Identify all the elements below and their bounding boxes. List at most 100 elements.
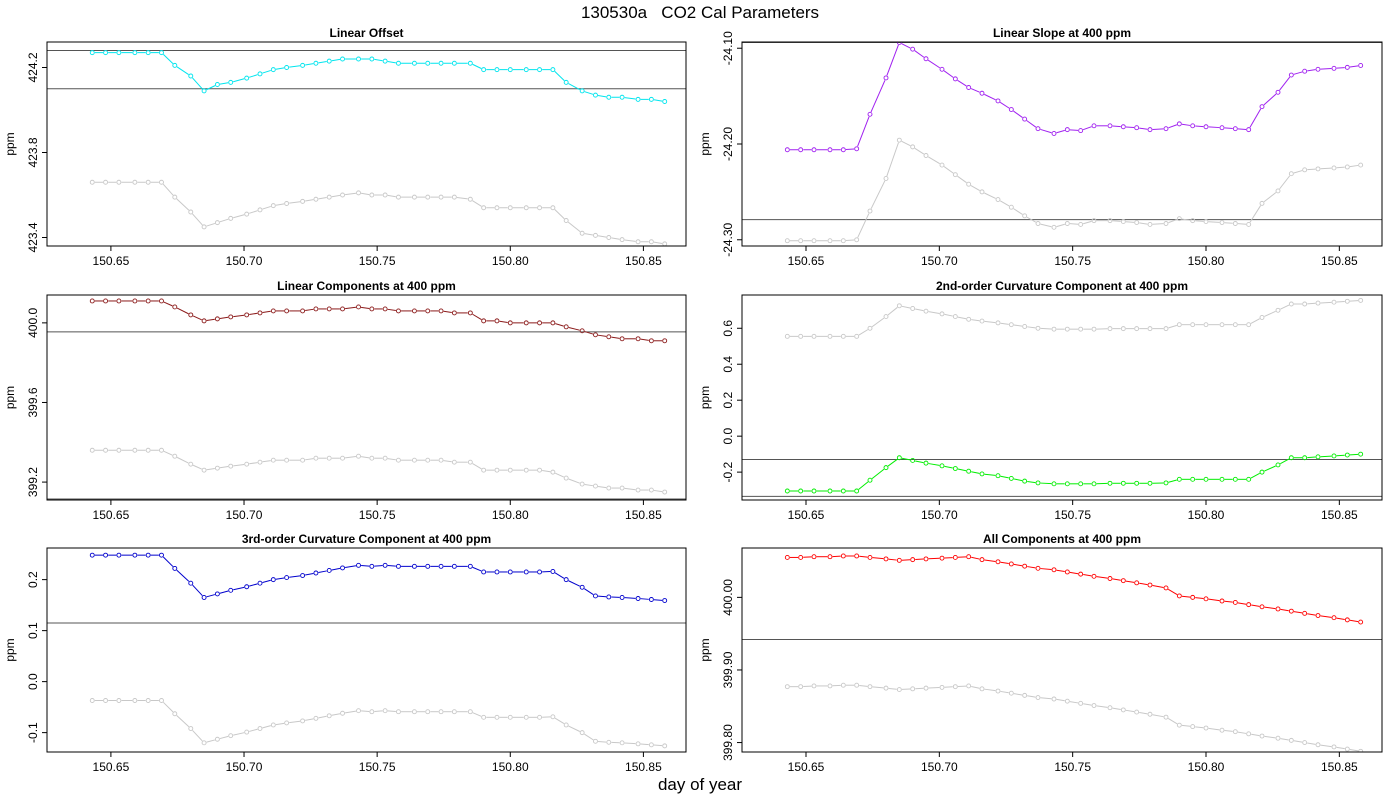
data-point [340,565,345,571]
series-segment [653,241,663,244]
series-segment [554,572,565,579]
series-segment [1069,223,1079,225]
data-point [1190,476,1196,482]
data-point [1259,604,1265,610]
data-point [1315,300,1321,306]
series-segment [1195,220,1204,222]
data-point [438,308,444,314]
series-segment [1264,310,1276,317]
series-segment [1293,170,1303,174]
data-point [896,137,902,143]
data-point [132,50,138,56]
data-point [966,468,972,474]
data-point [995,320,1001,326]
data-point [1035,221,1041,226]
data-point [1078,481,1084,487]
series-segment [845,239,855,242]
data-point [244,584,250,590]
y-tick-label: -24.20 [721,127,735,161]
data-point [1246,322,1252,328]
data-point [201,595,207,600]
data-point [910,686,916,692]
series-segment [345,456,356,459]
data-point [896,687,902,693]
series-segment [1264,606,1276,610]
data-point [606,594,612,600]
data-point [840,333,846,339]
series-segment [1112,220,1121,222]
y-tick-label: 423.8 [26,137,40,167]
data-point [1246,602,1252,608]
series-segment [640,743,649,746]
data-point [356,190,361,196]
data-point [939,555,945,561]
data-point [1331,65,1337,71]
series-segment [163,301,173,307]
series-segment [1263,93,1277,106]
data-point [1232,221,1238,226]
data-point [1134,709,1140,715]
data-point [1259,469,1265,475]
data-point [313,60,319,66]
data-point [340,455,345,461]
series-segment [886,142,899,177]
data-point [467,709,473,715]
data-point [1134,125,1140,131]
data-point [1315,66,1321,72]
data-point [467,60,473,66]
series-segment [249,728,258,732]
series-segment [1293,71,1303,75]
data-point [979,686,985,692]
series-segment [176,307,189,315]
data-point [1288,608,1294,614]
series-segment [611,237,620,240]
data-point [979,471,985,477]
series-segment [472,463,482,470]
data-point [1203,219,1209,225]
data-point [228,314,234,320]
series-segment [318,197,327,200]
data-point [1259,315,1265,320]
data-point [1163,480,1169,486]
series-segment [1056,223,1065,228]
data-point [132,179,138,185]
chart-panel-6: All Components at 400 ppm 150.65 150.70 150… [698,532,1383,774]
series-segment [1237,128,1247,130]
data-point [619,237,625,243]
data-point [172,711,178,717]
series-segment [1307,456,1316,459]
series-segment [887,458,898,467]
data-point [326,306,332,312]
series-segment [1069,571,1079,575]
data-point [1147,582,1153,588]
series-segment [499,320,508,323]
data-point [550,569,556,574]
series-segment [1040,697,1052,700]
data-point [438,709,444,715]
series-segment [262,310,271,314]
series-segment [624,742,636,745]
series-segment [1336,67,1345,69]
x-tick-label: 150.75 [1054,760,1091,774]
data-point [89,698,95,703]
data-point [270,308,276,314]
series-segment [331,713,341,716]
data-point [1147,127,1153,133]
data-point [270,457,276,463]
data-point [1302,740,1308,746]
series-segment [915,308,924,312]
data-point [507,205,513,211]
series-segment [219,735,229,740]
data-point [257,310,263,316]
data-point [494,714,500,720]
series-segment [984,559,996,562]
data-point [300,62,306,68]
series-segment [568,83,581,91]
data-point [1091,123,1097,129]
x-tick-label: 150.80 [492,508,529,522]
series-segment [653,744,663,747]
data-point [606,739,612,745]
gray-reference-series [89,179,668,246]
data-point [1219,125,1225,131]
series-segment [858,481,869,490]
